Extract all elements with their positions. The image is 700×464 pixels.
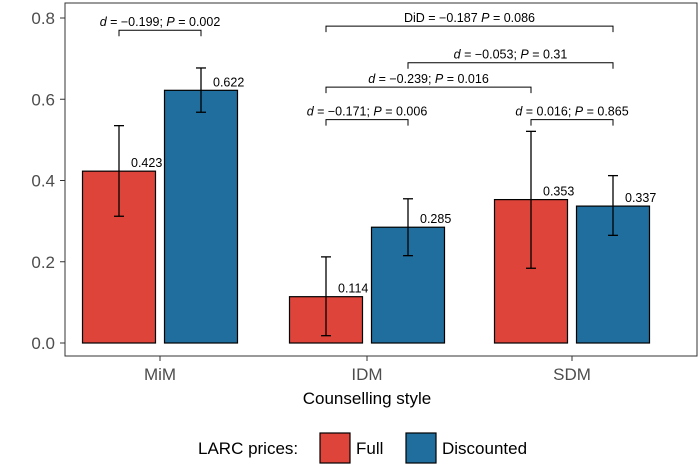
bar-value-label: 0.353 bbox=[543, 185, 574, 199]
significance-label: d = −0.199; P = 0.002 bbox=[100, 15, 221, 29]
bar-value-label: 0.285 bbox=[420, 212, 451, 226]
significance-label: DiD = −0.187 P = 0.086 bbox=[404, 11, 535, 25]
bar bbox=[493, 198, 569, 344]
annotations-layer: d = −0.199; P = 0.002 DiD = −0.187 P = 0.… bbox=[100, 11, 629, 126]
x-tick-label: MiM bbox=[144, 365, 176, 384]
y-tick-label: 0.4 bbox=[31, 172, 55, 191]
bar-value-label: 0.114 bbox=[338, 282, 368, 296]
x-tick-label: SDM bbox=[553, 365, 591, 384]
y-tick-label: 0.0 bbox=[31, 334, 55, 353]
legend-label: Full bbox=[356, 439, 383, 458]
x-axis-title: Counselling style bbox=[303, 389, 432, 408]
legend-key bbox=[405, 432, 437, 464]
x-axis: MiM IDM SDM bbox=[144, 356, 591, 384]
significance-label: d = −0.239; P = 0.016 bbox=[368, 72, 489, 86]
y-tick-label: 0.6 bbox=[31, 90, 55, 109]
bar-value-label: 0.622 bbox=[213, 75, 244, 89]
significance-bracket bbox=[407, 62, 614, 69]
significance-label: d = 0.016; P = 0.865 bbox=[515, 105, 628, 119]
data-labels-layer: 0.423 0.114 0.353 0.622 0.285 0.337 bbox=[131, 75, 656, 295]
error-bars-layer bbox=[114, 67, 618, 337]
bar-value-label: 0.337 bbox=[625, 191, 656, 205]
bar bbox=[163, 89, 239, 344]
significance-label: d = −0.053; P = 0.31 bbox=[454, 48, 568, 62]
significance-bracket bbox=[118, 29, 202, 37]
bar-value-label: 0.423 bbox=[131, 156, 162, 170]
legend-title: LARC prices: bbox=[198, 439, 298, 458]
y-tick-label: 0.8 bbox=[31, 9, 55, 28]
legend-label: Discounted bbox=[442, 439, 527, 458]
significance-bracket bbox=[325, 25, 614, 33]
y-axis: 0.0 0.2 0.4 0.6 0.8 bbox=[31, 9, 65, 353]
x-tick-label: IDM bbox=[351, 365, 382, 384]
legend-key bbox=[319, 432, 351, 464]
significance-bracket bbox=[325, 86, 532, 94]
y-tick-label: 0.2 bbox=[31, 253, 55, 272]
significance-label: d = −0.171; P = 0.006 bbox=[307, 105, 428, 119]
significance-bracket bbox=[530, 119, 614, 126]
legend: LARC prices: Full Discounted bbox=[198, 432, 527, 464]
significance-bracket bbox=[325, 119, 409, 126]
